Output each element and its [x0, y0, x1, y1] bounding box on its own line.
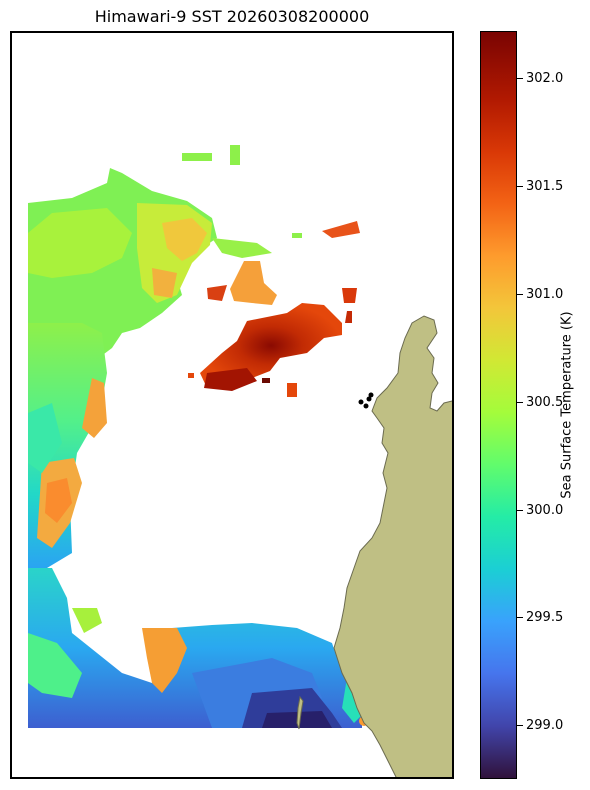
colorbar-tick — [517, 186, 523, 188]
colorbar-tick — [517, 78, 523, 80]
sst-south-region — [28, 568, 369, 728]
colorbar-tick — [517, 617, 523, 619]
marker-dots — [358, 392, 374, 409]
colorbar-label: Sea Surface Temperature (K) — [559, 311, 575, 499]
colorbar-tick-label: 300.5 — [526, 394, 564, 410]
coastline-land — [333, 315, 452, 777]
sst-map-canvas — [28, 145, 452, 777]
colorbar-tick-label: 301.5 — [526, 179, 564, 195]
colorbar-tick-label: 299.0 — [526, 718, 564, 734]
colorbar-tick-label: 302.0 — [526, 71, 564, 87]
colorbar — [480, 31, 517, 779]
colorbar-tick — [517, 725, 523, 727]
map-title: Himawari-9 SST 20260308200000 — [94, 7, 370, 26]
sst-west-region — [28, 323, 107, 568]
colorbar-tick-label: 300.0 — [526, 502, 564, 518]
sst-warm-patch — [188, 303, 342, 397]
sst-map — [10, 31, 454, 779]
colorbar-tick — [517, 509, 523, 511]
colorbar-tick — [517, 293, 523, 295]
colorbar-tick-label: 301.0 — [526, 286, 564, 302]
colorbar-tick — [517, 401, 523, 403]
colorbar-tick-label: 299.5 — [526, 610, 564, 626]
island — [296, 695, 304, 730]
